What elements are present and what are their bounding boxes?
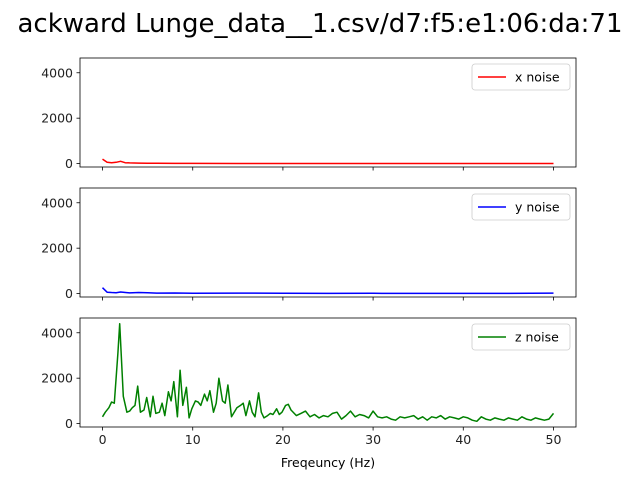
x-tick-label: 10 <box>185 432 201 447</box>
y-tick-label: 0 <box>65 156 73 171</box>
x-tick-label: 0 <box>99 432 107 447</box>
y-tick-label: 0 <box>65 286 73 301</box>
legend-label: z noise <box>515 330 559 345</box>
legend-box <box>471 323 571 351</box>
subplot-1: 0 2000 4000 x noise <box>41 57 577 171</box>
y-tick-label: 4000 <box>41 325 73 340</box>
y-tick-label: 4000 <box>41 65 73 80</box>
legend: x noise <box>471 63 571 91</box>
x-tick-label: 40 <box>455 432 471 447</box>
series-line-y-noise <box>101 287 554 295</box>
subplot-3: 0 2000 4000 0 10 20 30 40 50 z noise <box>41 317 577 447</box>
x-tick-label: 30 <box>365 432 381 447</box>
y-tick-label: 2000 <box>41 241 73 256</box>
legend-label: y noise <box>515 200 560 215</box>
figure-title: ackward Lunge_data__1.csv/d7:f5:e1:06:da… <box>17 9 622 39</box>
y-tick-label: 2000 <box>41 371 73 386</box>
legend-label: x noise <box>515 70 560 85</box>
x-axis-label: Freqeuncy (Hz) <box>281 455 375 470</box>
legend-box <box>471 193 571 221</box>
legend: z noise <box>471 323 571 351</box>
x-tick-label: 20 <box>275 432 291 447</box>
subplot-2: 0 2000 4000 y noise <box>41 187 577 301</box>
y-tick-label: 0 <box>65 416 73 431</box>
y-tick-label: 2000 <box>41 111 73 126</box>
legend: y noise <box>471 193 571 221</box>
x-tick-label: 50 <box>546 432 562 447</box>
series-line-x-noise <box>102 158 554 165</box>
legend-box <box>471 63 571 91</box>
series-line-z-noise <box>101 322 555 423</box>
y-tick-label: 4000 <box>41 195 73 210</box>
